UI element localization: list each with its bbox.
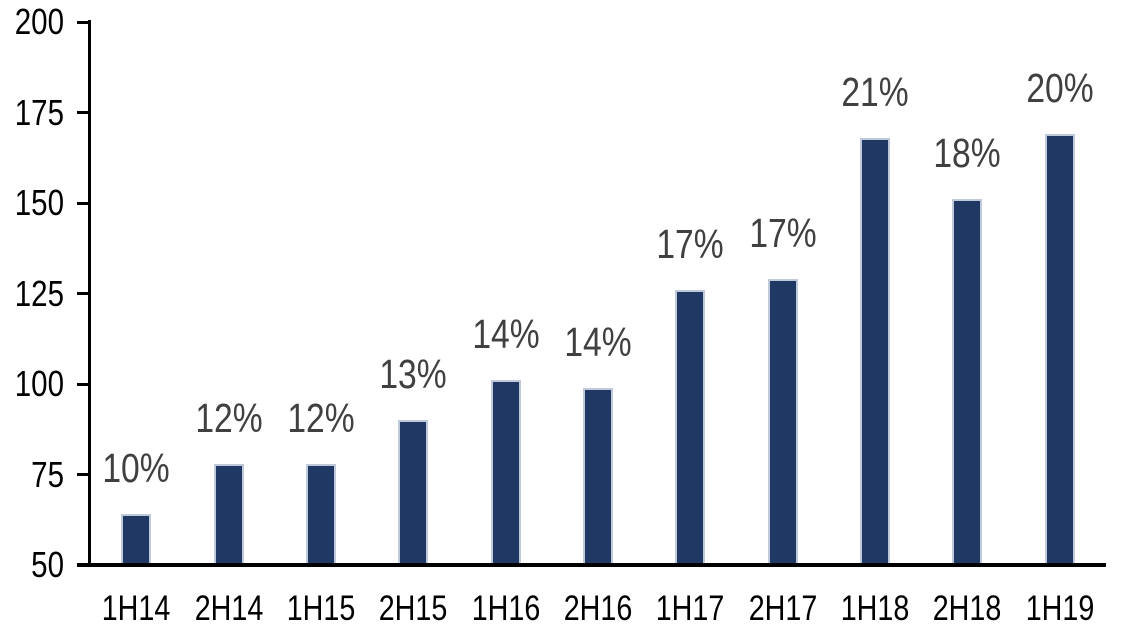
y-tick-label: 150 [14,182,64,223]
bar-value-label-1h14: 10% [102,445,170,491]
y-tick-label: 175 [14,92,64,133]
bar-value-label-2h17: 17% [749,210,817,256]
y-tick-label: 125 [14,273,64,314]
bar-value-label-1h17: 17% [656,221,724,267]
x-axis-line [77,563,1106,567]
bar-2h16 [583,388,613,565]
bar-1h17 [675,290,705,565]
y-tick-label: 75 [31,454,65,495]
y-tick-mark [77,21,91,24]
bar-value-label-1h15: 12% [287,395,355,441]
bar-2h15 [398,420,428,565]
bar-value-label-2h18: 18% [933,130,1001,176]
x-axis-label-1h17: 1H17 [655,589,725,628]
bar-value-label-2h14: 12% [195,395,263,441]
x-axis-label-1h16: 1H16 [471,589,541,628]
bar-value-label-2h15: 13% [379,351,447,397]
bar-1h18 [860,138,890,565]
bar-value-label-1h16: 14% [472,311,540,357]
y-tick-label: 100 [14,363,64,404]
bar-value-label-2h16: 14% [564,319,632,365]
x-axis-label-1h19: 1H19 [1025,589,1095,628]
bar-1h16 [491,380,521,565]
y-tick-mark [77,473,91,476]
y-tick-label: 50 [31,544,65,585]
x-axis-label-2h17: 2H17 [748,589,818,628]
bar-1h15 [306,464,336,565]
x-axis-label-1h15: 1H15 [286,589,356,628]
y-tick-mark [77,383,91,386]
y-tick-mark [77,292,91,295]
x-axis-label-1h14: 1H14 [101,589,171,628]
y-tick-mark [77,202,91,205]
x-axis-label-2h18: 2H18 [932,589,1002,628]
bar-1h19 [1045,134,1075,565]
y-tick-mark [77,111,91,114]
bar-2h17 [768,279,798,565]
bar-value-label-1h18: 21% [841,69,909,115]
bar-value-label-1h19: 20% [1026,65,1094,111]
x-axis-label-2h16: 2H16 [563,589,633,628]
x-axis-label-1h18: 1H18 [840,589,910,628]
bar-1h14 [121,514,151,565]
bar-2h18 [952,199,982,565]
y-tick-label: 200 [14,1,64,42]
bar-2h14 [214,464,244,565]
x-axis-label-2h14: 2H14 [194,589,264,628]
x-axis-label-2h15: 2H15 [378,589,448,628]
